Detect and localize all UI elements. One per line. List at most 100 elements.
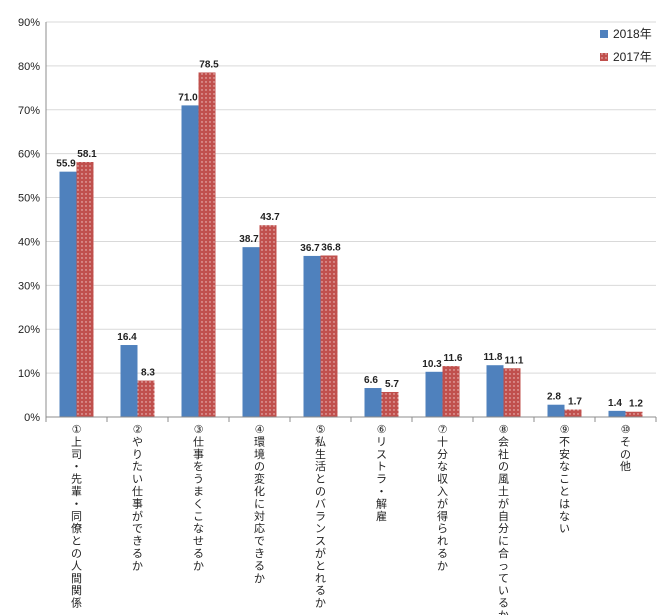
y-tick-label: 30% [18, 280, 40, 292]
legend-label: 2018年 [613, 27, 652, 41]
category-label-char: 応 [254, 521, 265, 535]
category-label-char: る [315, 584, 326, 597]
category-label-char: か [193, 559, 204, 572]
category-label-char: か [437, 559, 448, 572]
category-label-char: の [71, 547, 82, 560]
category-label-char: ト [376, 460, 387, 473]
category-label-char: ⑨ [560, 423, 570, 436]
category-label-char: き [132, 535, 143, 548]
category-label-char: 仕 [132, 485, 143, 498]
data-label: 10.3 [422, 359, 442, 370]
category-label-char: ② [133, 423, 143, 436]
bar-series1 [303, 255, 321, 417]
category-label-char: 化 [254, 484, 265, 498]
bar-series2 [259, 225, 277, 417]
category-label-char: 輩 [71, 484, 82, 498]
bar-series2 [442, 366, 460, 417]
y-tick-label: 50% [18, 193, 40, 205]
data-label: 36.8 [321, 242, 341, 253]
category-label-char: れ [437, 535, 448, 548]
category-label-char: て [498, 572, 509, 585]
category-label-char: が [498, 496, 509, 510]
category-label-char: か [498, 609, 509, 615]
category-label-char: 人 [71, 559, 82, 572]
category-label-char: か [132, 559, 143, 572]
category-label-char: そ [620, 435, 631, 448]
category-label-char: 安 [559, 447, 570, 461]
category-label-char: り [132, 448, 143, 461]
category-label-char: 先 [71, 473, 82, 486]
category-label-char: ・ [71, 497, 82, 510]
category-label-char: き [254, 547, 265, 560]
category-label-char: 間 [71, 572, 82, 585]
category-label-char: ラ [376, 473, 387, 486]
y-tick-label: 60% [18, 149, 40, 161]
category-label-char: を [193, 460, 204, 473]
bar-series1 [425, 371, 443, 417]
data-label: 1.7 [568, 397, 582, 408]
legend-label: 2017年 [613, 50, 652, 64]
category-label-char: ⑥ [377, 423, 387, 436]
bar-series2 [76, 162, 94, 417]
category-label-char: 分 [437, 448, 448, 461]
category-label-char: る [254, 559, 265, 572]
data-label: 5.7 [385, 379, 399, 390]
category-label-char: な [559, 510, 570, 523]
category-label-char: ま [193, 485, 204, 498]
category-label-char: 環 [254, 435, 265, 448]
legend-swatch [600, 53, 608, 61]
bar-series2 [625, 411, 643, 417]
category-label-char: 関 [71, 584, 82, 597]
legend: 2018年 2017年 [600, 27, 652, 64]
category-label-char: 収 [437, 473, 448, 486]
category-label-char: の [254, 460, 265, 473]
bar-series2 [137, 380, 155, 417]
category-label-char: 風 [498, 473, 509, 486]
category-label-char: な [193, 522, 204, 535]
category-label-char: っ [498, 559, 509, 572]
data-label: 43.7 [260, 212, 280, 223]
bar-series1 [364, 388, 382, 417]
category-label-char: く [193, 497, 204, 510]
category-label-char: ラ [315, 510, 326, 523]
bar-series2 [503, 368, 521, 417]
bar-series1 [59, 171, 77, 417]
data-label: 11.6 [444, 353, 463, 364]
category-label-char: い [498, 584, 509, 597]
data-label: 38.7 [239, 234, 259, 245]
data-label: 55.9 [56, 159, 76, 170]
category-label-char: 不 [559, 435, 570, 448]
category-label-char: 活 [315, 460, 326, 473]
category-label-char: 分 [498, 522, 509, 535]
category-label-char: 同 [71, 510, 82, 523]
category-label-char: 僚 [71, 522, 82, 535]
category-label-char: か [315, 597, 326, 610]
category-label-char: 係 [71, 597, 82, 610]
category-label-char: る [498, 597, 509, 610]
category-label-char: は [559, 497, 570, 510]
bar-series2 [198, 72, 216, 417]
y-tick-label: 70% [18, 105, 40, 117]
category-label-char: と [559, 485, 570, 498]
category-label-char: ン [315, 522, 326, 535]
data-label: 6.6 [364, 375, 378, 386]
category-label-char: に [254, 497, 265, 510]
category-label-char: ・ [71, 460, 82, 473]
data-label: 1.4 [608, 398, 622, 409]
category-label-char: 変 [254, 472, 265, 486]
category-label: ⑧会社の風土が自分に合っているか [498, 423, 509, 615]
data-label: 11.8 [484, 352, 503, 363]
category-label-char: で [132, 522, 143, 535]
category-label-char: う [193, 473, 204, 486]
data-label: 11.1 [505, 355, 524, 366]
category-label-char: 会 [498, 435, 509, 448]
category-label-char: な [559, 460, 570, 473]
category-label-char: 事 [132, 497, 143, 510]
category-label-char: 得 [437, 510, 448, 523]
category-label-char: た [132, 460, 143, 473]
bar-series1 [242, 247, 260, 417]
